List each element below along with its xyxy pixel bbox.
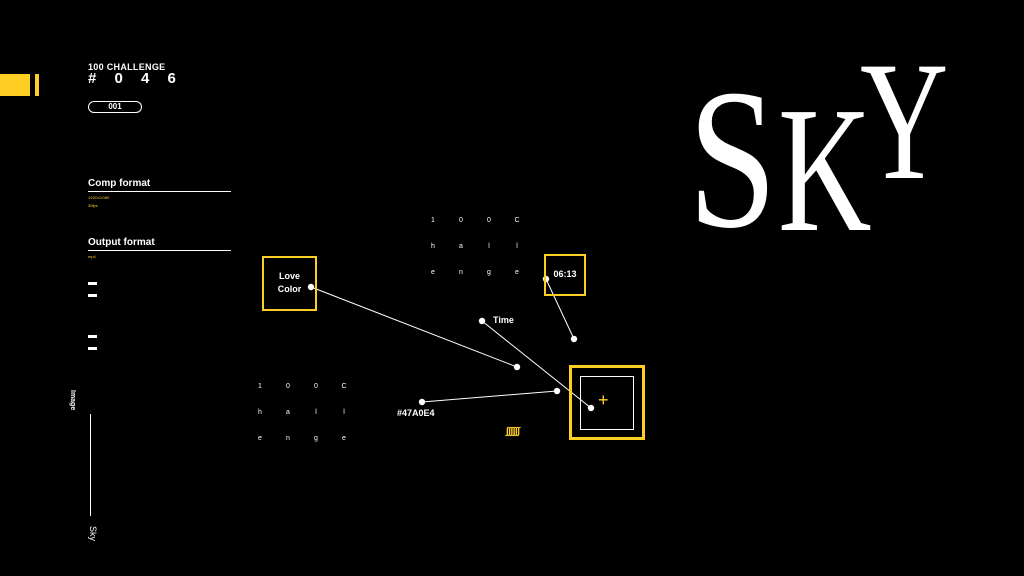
connector-time (481, 320, 592, 409)
dash-marker (88, 294, 97, 297)
challenge-number: # 0 4 6 (88, 70, 183, 87)
time-box[interactable] (544, 254, 586, 296)
hex-color-label: #47A0E4 (397, 408, 435, 418)
accent-bar-thin (35, 74, 39, 96)
grid-letter: e (342, 435, 346, 442)
grid-letter: g (487, 269, 491, 276)
dash-marker (88, 282, 97, 285)
node-dot (478, 317, 486, 325)
comp-format-divider (88, 191, 231, 192)
grid-letter: 0 (487, 217, 491, 224)
title-letter-k: K (778, 70, 872, 269)
grid-letter: l (343, 409, 345, 416)
grid-letter: n (459, 269, 463, 276)
grid-letter: 1 (431, 217, 435, 224)
grid-letter: e (431, 269, 435, 276)
comp-format-resolution: 1920x1080 (88, 195, 110, 200)
output-format-value: mp4 (88, 254, 96, 259)
love-color-box[interactable] (262, 256, 317, 311)
dash-marker (88, 335, 97, 338)
grid-letter: 1 (258, 383, 262, 390)
node-dot (587, 404, 595, 412)
grid-letter: n (286, 435, 290, 442)
grid-letter: h (431, 243, 435, 250)
grid-letter: 0 (459, 217, 463, 224)
time-value: 06:13 (553, 269, 577, 279)
grid-letter: e (515, 269, 519, 276)
love-color-label-line1: Love (278, 271, 300, 281)
connector-clock (545, 278, 575, 340)
accent-bar (0, 74, 30, 96)
challenge-label: 100 CHALLENGE (88, 62, 166, 72)
grid-letter: a (459, 243, 463, 250)
title-letter-y: Y (860, 27, 949, 215)
output-format-divider (88, 250, 231, 251)
love-color-label: Love Color (262, 270, 317, 296)
node-dot (570, 335, 578, 343)
grid-letter: 0 (286, 383, 290, 390)
image-divider (90, 414, 91, 516)
grid-letter: C (514, 217, 520, 224)
plus-icon[interactable]: + (598, 390, 609, 410)
title-letter-s: S (688, 49, 777, 270)
output-format-title: Output format (88, 237, 155, 248)
grid-letter: a (286, 409, 290, 416)
target-inner-frame (580, 376, 634, 430)
grid-letter: l (516, 243, 518, 250)
node-dot (513, 363, 521, 371)
dash-marker (88, 347, 97, 350)
grid-letter: l (488, 243, 490, 250)
comp-format-title: Comp format (88, 178, 151, 189)
grid-letter: l (315, 409, 317, 416)
grid-letter: g (314, 435, 318, 442)
node-dot (553, 387, 561, 395)
node-dot (307, 283, 315, 291)
grid-letter: e (258, 435, 262, 442)
grid-letter: h (258, 409, 262, 416)
connector-hex (421, 390, 558, 403)
comp-format-framerate: 30fps (88, 203, 98, 208)
episode-pill[interactable]: 001 (88, 101, 142, 113)
target-box[interactable] (569, 365, 645, 440)
squiggle-decoration: ∫∫∫∫∫∫ (506, 426, 520, 437)
grid-letter: 0 (314, 383, 318, 390)
node-dot (418, 398, 426, 406)
connector-love-color (310, 286, 518, 368)
love-color-label-line2: Color (277, 284, 302, 294)
time-label: Time (493, 315, 514, 325)
grid-letter: C (341, 383, 347, 390)
